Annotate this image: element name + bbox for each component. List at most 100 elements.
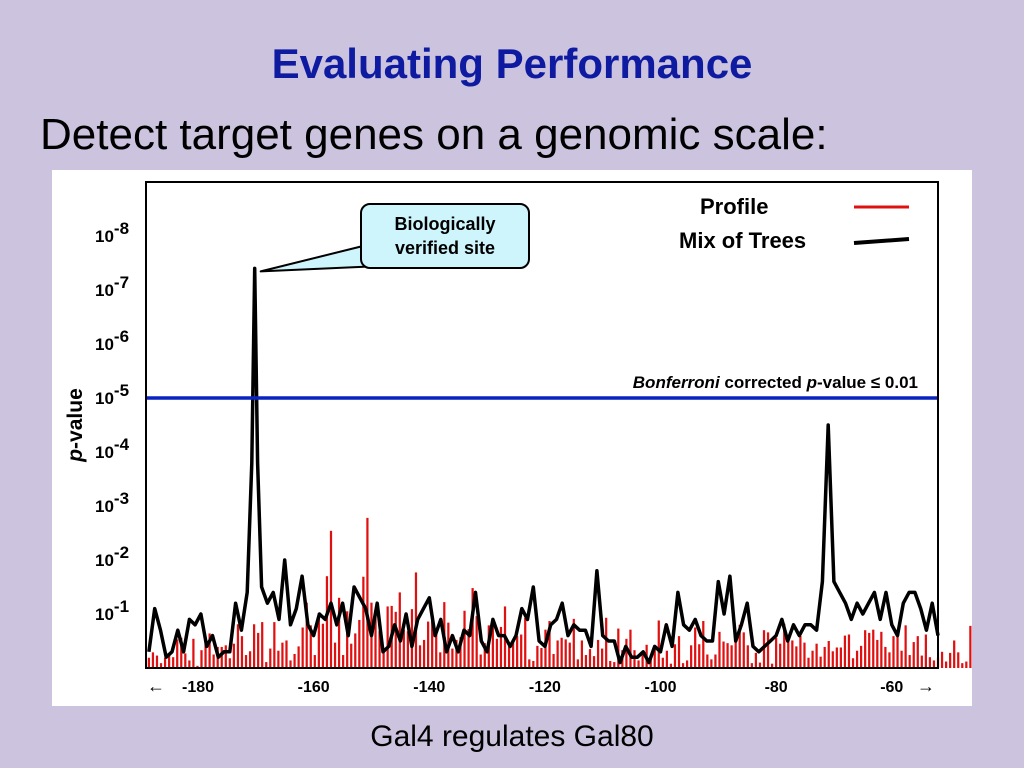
profile-bar xyxy=(398,592,401,668)
profile-bar xyxy=(831,651,834,668)
y-tick-label: 10-1 xyxy=(95,597,129,624)
profile-bar xyxy=(661,657,664,668)
profile-bar xyxy=(479,654,482,668)
profile-bar xyxy=(625,638,628,668)
profile-bar xyxy=(924,634,927,668)
profile-bar xyxy=(317,612,320,668)
x-tick-label: -80 xyxy=(765,679,788,696)
profile-bar xyxy=(892,636,895,668)
profile-bar xyxy=(843,635,847,668)
profile-bar xyxy=(540,648,543,668)
profile-bar xyxy=(406,631,409,668)
profile-bar xyxy=(750,663,753,668)
profile-bar xyxy=(556,640,559,668)
profile-bar xyxy=(758,662,762,668)
profile-bar xyxy=(281,642,284,668)
profile-bar xyxy=(855,650,859,668)
profile-bar xyxy=(633,650,636,668)
profile-bar xyxy=(965,661,968,668)
profile-bar xyxy=(346,611,349,668)
profile-bar xyxy=(435,633,438,668)
profile-bar xyxy=(305,602,308,668)
x-tick-label: -140 xyxy=(413,679,445,696)
profile-bar xyxy=(342,655,345,668)
profile-bar xyxy=(710,659,713,668)
profile-bar xyxy=(378,631,381,668)
y-tick-exponent: -2 xyxy=(114,543,129,562)
profile-bar xyxy=(337,597,341,668)
y-tick-exponent: -4 xyxy=(114,435,130,454)
profile-bar xyxy=(439,652,442,668)
profile-bar xyxy=(208,633,211,668)
profile-bar xyxy=(507,646,511,668)
bonferroni-label: Bonferroni corrected p-value ≤ 0.01 xyxy=(633,373,918,392)
profile-bar xyxy=(297,646,300,668)
plot-frame xyxy=(145,181,939,669)
profile-bar xyxy=(220,646,223,668)
profile-bar xyxy=(382,648,385,668)
annotation-joint xyxy=(363,244,385,266)
profile-bar xyxy=(880,631,883,668)
profile-bar xyxy=(799,636,802,668)
y-tick-exponent: -7 xyxy=(114,273,129,292)
profile-bar xyxy=(807,657,810,668)
profile-bar xyxy=(402,629,405,668)
profile-bar xyxy=(657,620,660,668)
y-tick-exponent: -3 xyxy=(114,489,129,508)
profile-bar xyxy=(588,649,592,668)
profile-bar xyxy=(325,576,329,668)
profile-bar xyxy=(240,636,244,668)
y-tick-exponent: -1 xyxy=(114,597,129,616)
profile-bar xyxy=(568,642,571,668)
profile-bar xyxy=(835,647,838,668)
profile-bar xyxy=(783,623,786,668)
profile-bar xyxy=(451,648,454,668)
profile-bar xyxy=(176,639,179,668)
profile-bar xyxy=(734,636,737,668)
mix-of-trees-line xyxy=(147,266,940,665)
profile-bar xyxy=(516,636,519,668)
profile-bar xyxy=(552,653,555,668)
profile-bar xyxy=(653,648,656,668)
y-tick-label: 10-3 xyxy=(95,489,129,516)
profile-bar xyxy=(770,663,774,668)
profile-bar xyxy=(232,643,235,668)
profile-bar xyxy=(637,660,640,668)
profile-bar xyxy=(641,652,644,668)
profile-bar xyxy=(386,606,389,668)
profile-bar xyxy=(520,634,523,668)
profile-bar xyxy=(212,654,215,668)
profile-bar xyxy=(904,625,907,668)
y-axis-label: p-value xyxy=(64,388,87,463)
profile-bar xyxy=(228,658,231,668)
profile-bar xyxy=(180,637,183,668)
profile-bar xyxy=(168,655,171,668)
profile-bar xyxy=(204,638,207,668)
profile-bar xyxy=(629,629,632,668)
profile-bar xyxy=(495,638,499,668)
profile-bar xyxy=(738,624,741,668)
profile-bar xyxy=(714,654,717,668)
profile-bar xyxy=(248,651,252,668)
profile-bar xyxy=(269,648,272,668)
profile-bar xyxy=(961,663,964,668)
profile-bar xyxy=(224,645,227,668)
profile-bar xyxy=(418,645,422,668)
profile-bar xyxy=(483,643,486,668)
profile-bar xyxy=(868,632,871,668)
profile-bar xyxy=(718,631,721,668)
profile-bar xyxy=(932,660,936,668)
profile-bar xyxy=(580,640,584,668)
profile-bar xyxy=(459,637,462,668)
y-tick-base: 10 xyxy=(95,227,114,246)
y-tick-base: 10 xyxy=(95,443,114,462)
profile-bar xyxy=(669,663,673,668)
profile-bar xyxy=(617,628,620,668)
profile-bar xyxy=(754,652,758,668)
y-tick-label: 10-4 xyxy=(95,435,130,462)
profile-bar xyxy=(584,655,588,668)
profile-bar xyxy=(358,619,361,668)
profile-bar xyxy=(333,642,337,668)
profile-bar xyxy=(649,658,652,668)
profile-bar xyxy=(775,637,778,668)
